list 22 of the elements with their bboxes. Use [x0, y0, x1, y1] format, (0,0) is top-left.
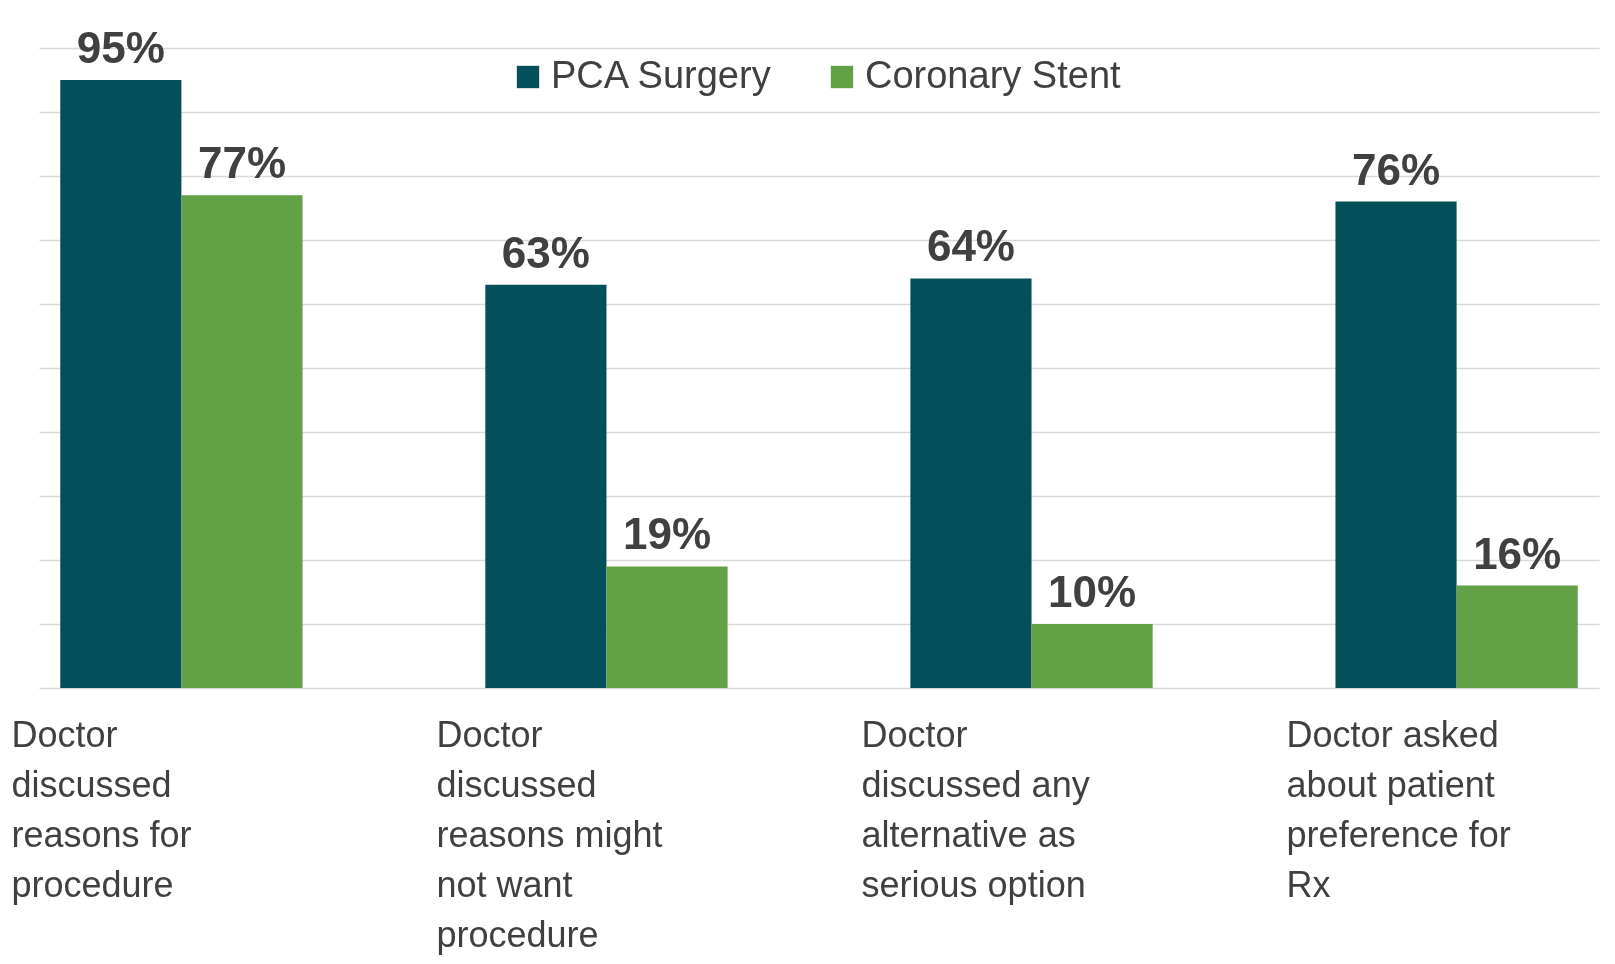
- x-tick-label: Doctor discussed reasons might not want procedure: [436, 713, 663, 955]
- legend-label: Coronary Stent: [865, 54, 1122, 96]
- bar: [60, 80, 182, 688]
- data-label: 16%: [1473, 528, 1562, 578]
- bar: [1335, 201, 1457, 688]
- data-label: 77%: [197, 138, 287, 188]
- bar: [1031, 624, 1153, 688]
- bar: [910, 278, 1032, 688]
- bar: [485, 284, 607, 688]
- bar: [606, 566, 728, 688]
- data-label: 19%: [623, 509, 712, 559]
- data-label: 64%: [926, 221, 1015, 271]
- data-label: 63%: [501, 227, 590, 277]
- bar: [1456, 585, 1578, 688]
- x-tick-label: Doctor discussed reasons for procedure: [11, 713, 192, 905]
- legend-label: PCA Surgery: [551, 54, 771, 96]
- data-label: 10%: [1048, 567, 1137, 616]
- data-label: 95%: [76, 23, 165, 72]
- bar: [181, 195, 303, 688]
- x-tick-label: Doctor asked about patient preference for Rx: [1286, 713, 1511, 905]
- data-label: 76%: [1351, 144, 1441, 194]
- x-tick-label: Doctor discussed any alternative as serious option: [861, 713, 1090, 905]
